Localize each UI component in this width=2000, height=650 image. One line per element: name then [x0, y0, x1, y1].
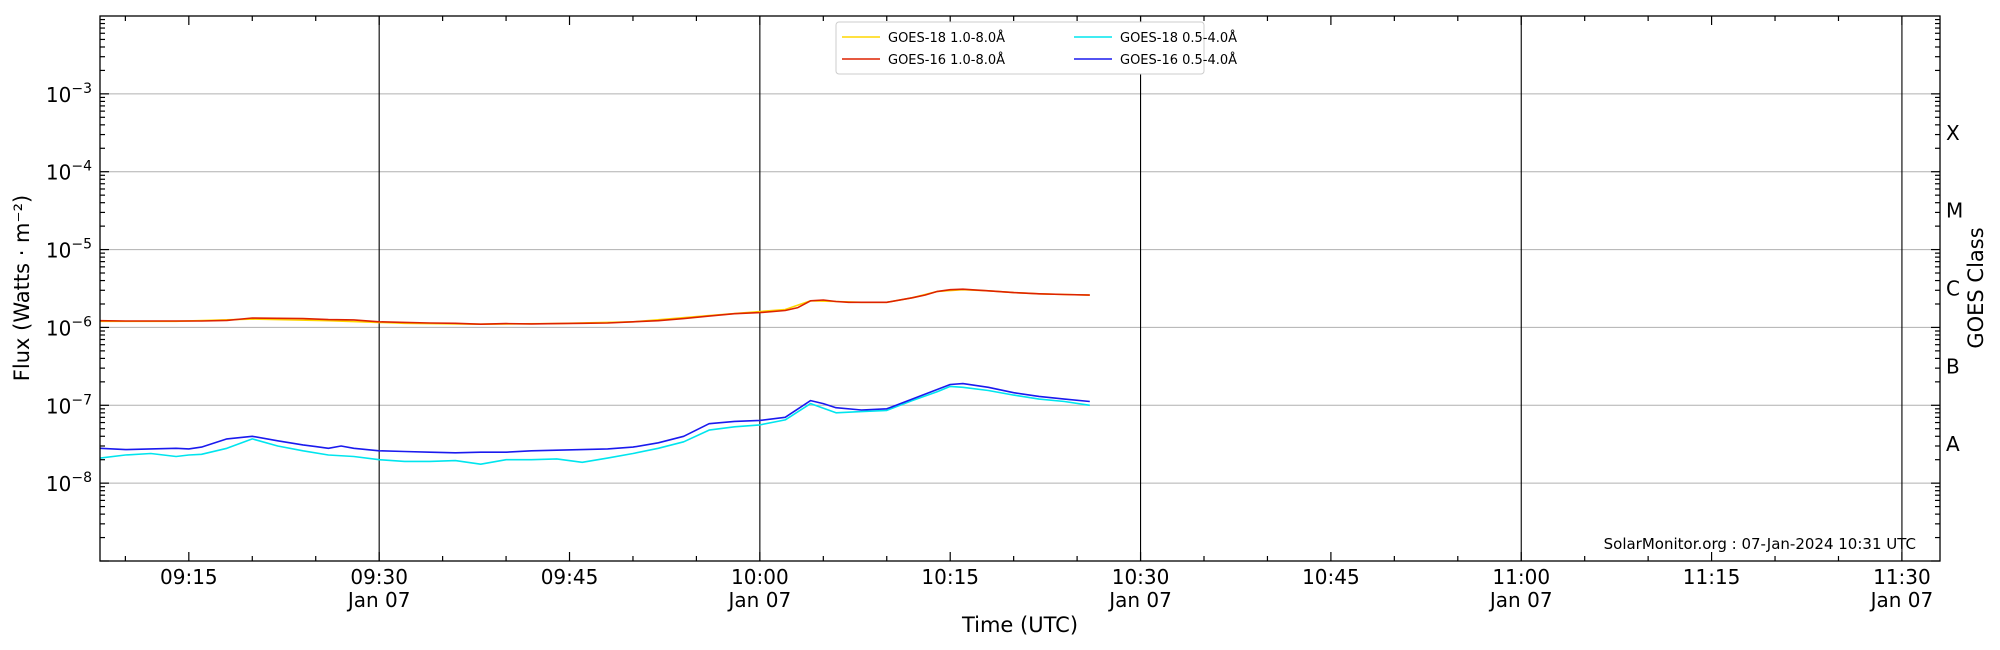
x-tick-label: 11:00: [1492, 565, 1550, 589]
legend-label: GOES-16 0.5-4.0Å: [1120, 52, 1237, 68]
x-tick-label: 09:15: [160, 565, 218, 589]
y-tick-label: 10−8: [46, 470, 92, 496]
goes-class-labels: A B C M X: [1946, 121, 1963, 456]
y-tick-label: 10−7: [46, 392, 92, 418]
goes-class-label: A: [1946, 432, 1960, 456]
legend: GOES-18 1.0-8.0Å GOES-18 0.5-4.0Å GOES-16 …: [835, 21, 1237, 75]
day-boundary-lines: [378, 16, 1903, 561]
x-tick-sublabel: Jan 07: [1107, 588, 1172, 612]
legend-label: GOES-18 1.0-8.0Å: [888, 30, 1005, 46]
x-tick-sublabel: Jan 07: [1869, 588, 1934, 612]
y-tick-label: 10−5: [46, 237, 92, 263]
goes-class-label: X: [1946, 121, 1960, 145]
series-line: [100, 385, 1090, 466]
plot-frame: [99, 15, 1941, 562]
goes-class-label: C: [1946, 277, 1960, 301]
x-tick-sublabel: Jan 07: [727, 588, 792, 612]
x-tick-sublabel: Jan 07: [346, 588, 411, 612]
y2-axis-title: GOES Class: [1964, 227, 1988, 348]
series-group: [100, 288, 1090, 466]
plot-background: [100, 16, 1940, 561]
y-axis-ticks: 10−8 10−7 10−6 10−5 10−4 10−3: [46, 18, 1940, 562]
goes-class-label: M: [1946, 199, 1963, 223]
y-tick-label: 10−6: [46, 314, 92, 340]
x-tick-label: 11:30: [1873, 565, 1931, 589]
legend-label: GOES-18 0.5-4.0Å: [1120, 30, 1237, 46]
x-tick-label: 10:00: [731, 565, 789, 589]
x-tick-label: 10:30: [1112, 565, 1170, 589]
x-tick-label: 10:45: [1302, 565, 1360, 589]
goes-class-label: B: [1946, 354, 1960, 378]
legend-box: [835, 21, 1205, 75]
x-tick-label: 10:15: [921, 565, 979, 589]
watermark: SolarMonitor.org : 07-Jan-2024 10:31 UTC: [1604, 535, 1916, 553]
y-tick-label: 10−4: [46, 159, 92, 185]
grid-lines: [100, 93, 1940, 484]
series-line: [100, 288, 1090, 326]
x-tick-sublabel: Jan 07: [1488, 588, 1553, 612]
y-tick-label: 10−3: [46, 81, 92, 107]
x-tick-label: 11:15: [1683, 565, 1741, 589]
x-axis-title: Time (UTC): [961, 613, 1078, 637]
y-axis-title: Flux (Watts · m⁻²): [10, 195, 34, 381]
x-tick-label: 09:45: [541, 565, 599, 589]
series-line: [100, 382, 1090, 454]
legend-label: GOES-16 1.0-8.0Å: [888, 52, 1005, 68]
x-tick-label: 09:30: [350, 565, 408, 589]
